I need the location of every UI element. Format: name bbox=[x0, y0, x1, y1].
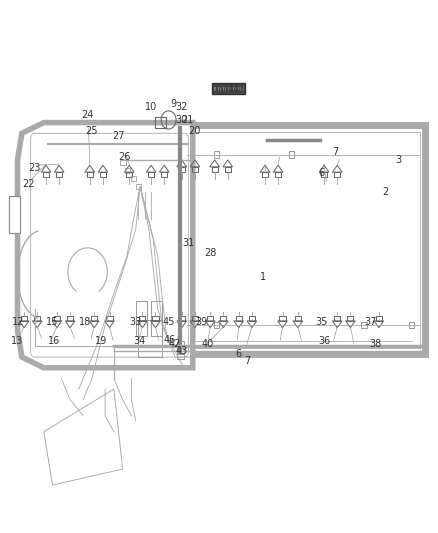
Text: 31: 31 bbox=[182, 238, 194, 247]
Text: 32: 32 bbox=[176, 102, 188, 111]
Bar bbox=[136, 301, 147, 336]
Text: 7: 7 bbox=[244, 357, 251, 366]
Text: 22: 22 bbox=[22, 179, 35, 189]
Text: 40: 40 bbox=[202, 339, 214, 349]
FancyBboxPatch shape bbox=[182, 125, 425, 354]
Text: 35: 35 bbox=[316, 318, 328, 327]
Text: 24: 24 bbox=[81, 110, 94, 119]
Text: 11: 11 bbox=[228, 83, 240, 93]
Bar bbox=[177, 348, 184, 353]
Bar bbox=[177, 354, 184, 359]
Text: 10: 10 bbox=[145, 102, 157, 111]
Bar bbox=[120, 160, 126, 165]
Text: |||||||||||||: ||||||||||||| bbox=[212, 86, 245, 91]
Text: 6: 6 bbox=[236, 350, 242, 359]
Text: 9: 9 bbox=[170, 99, 176, 109]
Bar bbox=[214, 322, 219, 328]
Text: 20: 20 bbox=[189, 126, 201, 135]
Text: 2: 2 bbox=[382, 187, 389, 197]
Text: 46: 46 bbox=[164, 335, 176, 345]
Bar bbox=[214, 151, 219, 158]
Text: 23: 23 bbox=[28, 163, 40, 173]
Bar bbox=[136, 184, 141, 189]
Text: 1: 1 bbox=[260, 272, 266, 282]
Text: 15: 15 bbox=[46, 318, 58, 327]
Text: 27: 27 bbox=[112, 131, 124, 141]
Polygon shape bbox=[18, 123, 193, 368]
Bar bbox=[125, 168, 130, 173]
Text: 6: 6 bbox=[319, 168, 325, 178]
Bar bbox=[151, 301, 162, 336]
Bar bbox=[289, 151, 294, 158]
Text: 30: 30 bbox=[176, 115, 188, 125]
Text: 36: 36 bbox=[318, 336, 330, 346]
Text: 42: 42 bbox=[169, 339, 181, 349]
Text: 38: 38 bbox=[370, 339, 382, 349]
Text: 43: 43 bbox=[176, 346, 188, 356]
Bar bbox=[138, 320, 162, 357]
Text: 45: 45 bbox=[162, 318, 175, 327]
Text: 13: 13 bbox=[11, 336, 23, 346]
Text: 34: 34 bbox=[133, 336, 145, 346]
Text: 28: 28 bbox=[204, 248, 216, 258]
Text: 21: 21 bbox=[181, 115, 194, 125]
Bar bbox=[177, 341, 184, 346]
Text: 37: 37 bbox=[364, 318, 376, 327]
Text: 3: 3 bbox=[396, 155, 402, 165]
Text: 12: 12 bbox=[12, 318, 25, 327]
Bar bbox=[187, 132, 420, 348]
Bar bbox=[409, 322, 414, 328]
Text: 18: 18 bbox=[79, 318, 92, 327]
Text: 16: 16 bbox=[48, 336, 60, 346]
Bar bbox=[131, 176, 136, 181]
Text: 26: 26 bbox=[118, 152, 130, 162]
Text: 7: 7 bbox=[332, 147, 338, 157]
FancyBboxPatch shape bbox=[212, 83, 245, 94]
Text: 25: 25 bbox=[86, 126, 98, 135]
Bar bbox=[361, 322, 367, 328]
Text: 19: 19 bbox=[95, 336, 107, 346]
Text: 39: 39 bbox=[195, 318, 208, 327]
Text: 33: 33 bbox=[130, 318, 142, 327]
Bar bbox=[9, 196, 20, 233]
